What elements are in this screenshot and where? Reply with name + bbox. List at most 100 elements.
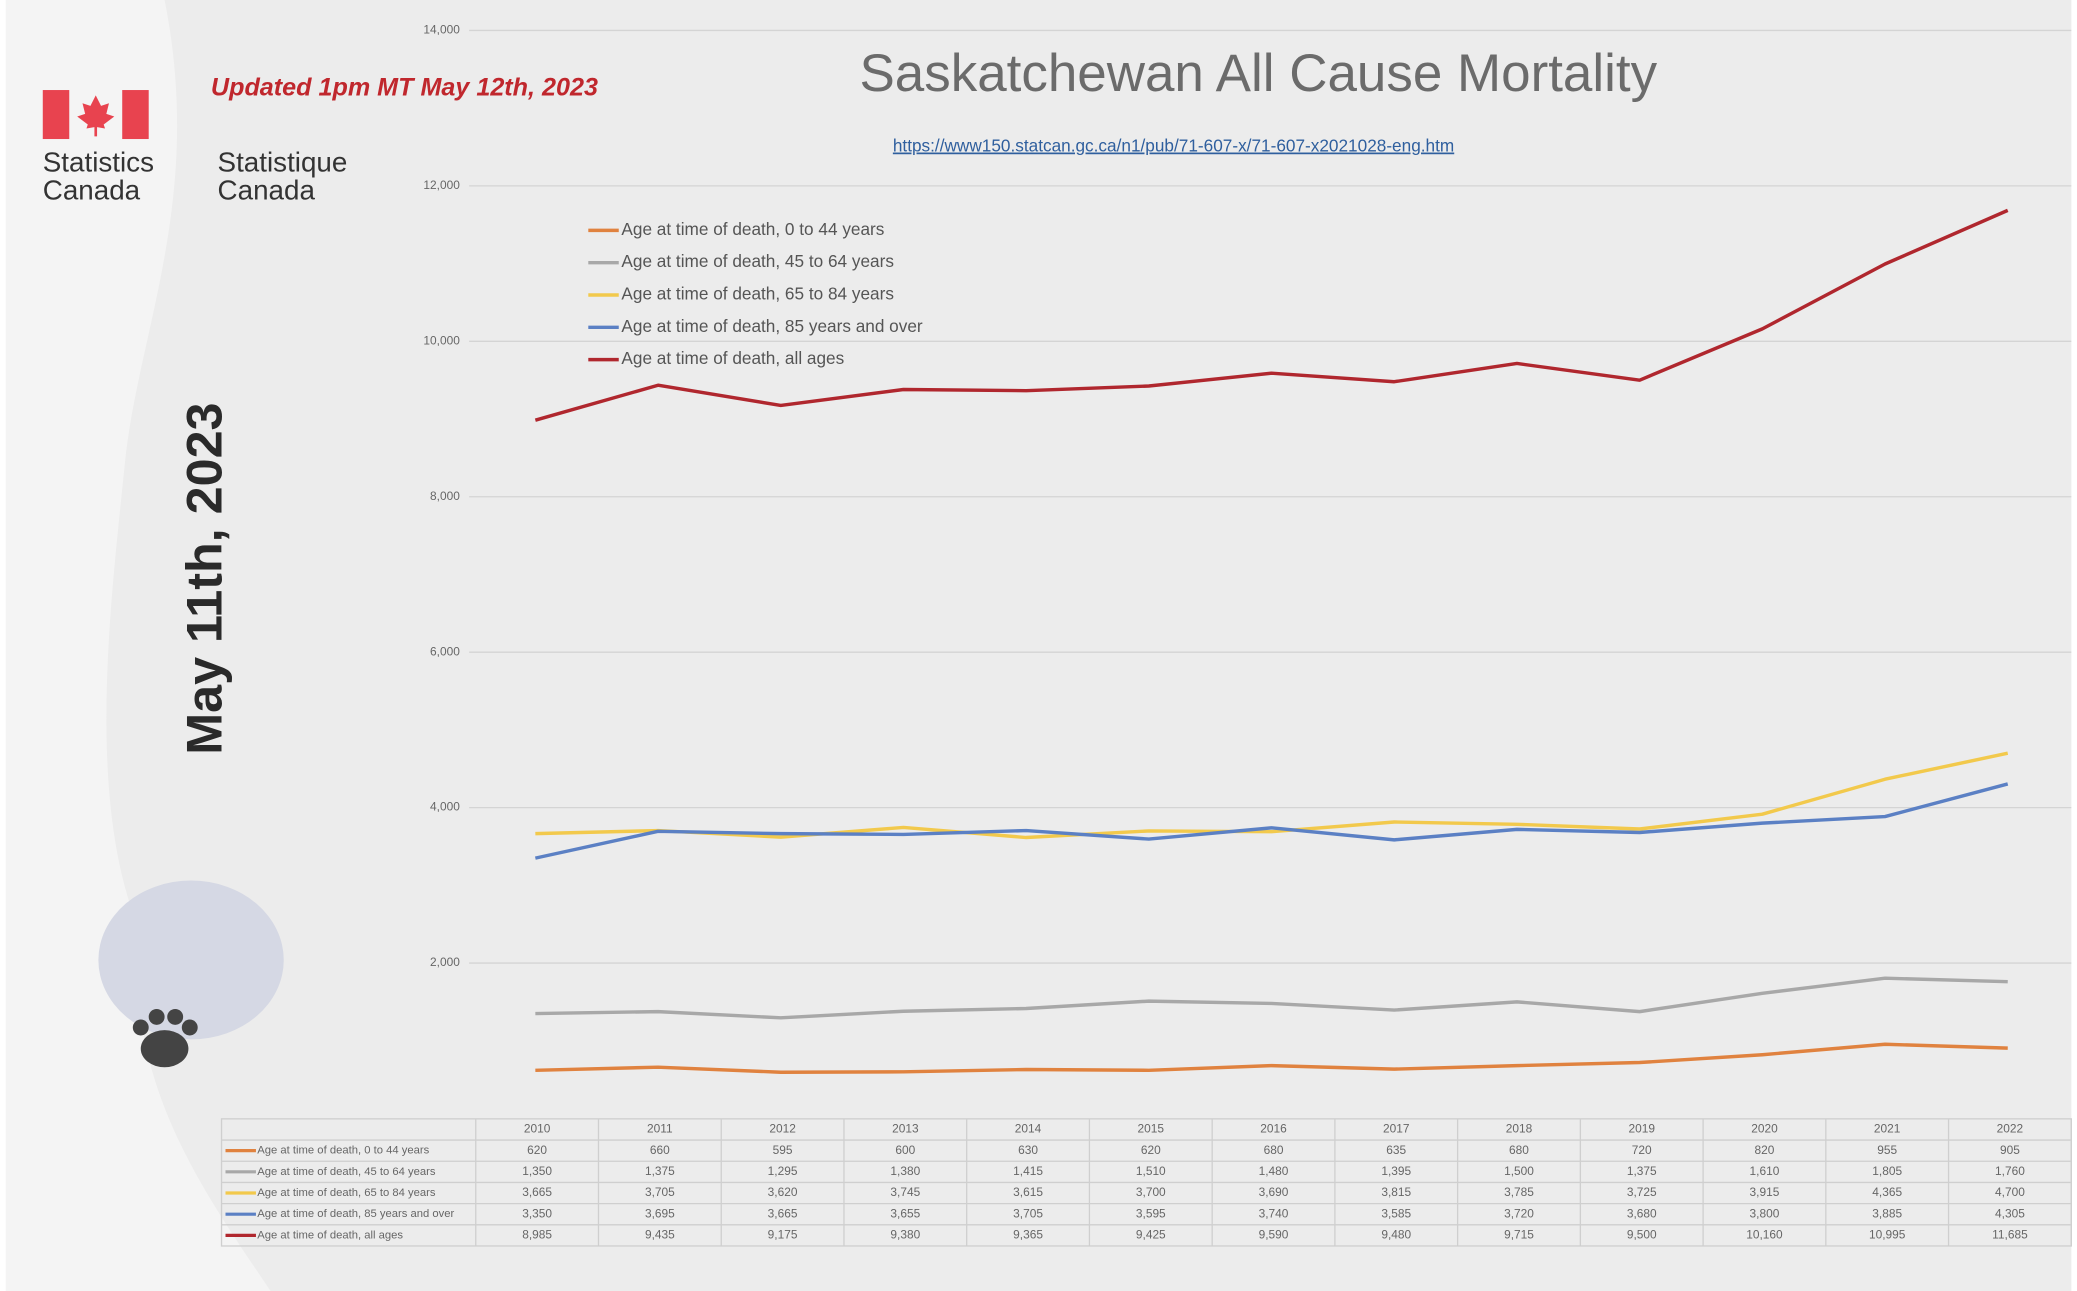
table-value: 3,620 bbox=[768, 1185, 798, 1199]
table-series-label: Age at time of death, all ages bbox=[257, 1229, 403, 1241]
table-value: 4,365 bbox=[1872, 1185, 1902, 1199]
table-value: 9,500 bbox=[1627, 1228, 1657, 1242]
legend-label: Age at time of death, 45 to 64 years bbox=[621, 251, 894, 271]
table-value: 1,395 bbox=[1381, 1164, 1411, 1178]
table-value: 3,885 bbox=[1872, 1206, 1902, 1220]
table-value: 1,415 bbox=[1013, 1164, 1043, 1178]
table-value: 3,745 bbox=[890, 1185, 920, 1199]
table-value: 620 bbox=[1141, 1143, 1161, 1157]
table-value: 1,375 bbox=[645, 1164, 675, 1178]
table-value: 1,480 bbox=[1259, 1164, 1289, 1178]
chart: Statistics Canada Statistique Canada Upd… bbox=[0, 0, 2077, 1291]
table-value: 905 bbox=[2000, 1143, 2020, 1157]
legend-label: Age at time of death, all ages bbox=[621, 348, 844, 368]
table-value: 3,350 bbox=[522, 1206, 552, 1220]
table-value: 680 bbox=[1264, 1143, 1284, 1157]
table-series-label: Age at time of death, 85 years and over bbox=[257, 1208, 454, 1220]
table-value: 9,480 bbox=[1381, 1228, 1411, 1242]
table-value: 720 bbox=[1632, 1143, 1652, 1157]
table-value: 1,375 bbox=[1627, 1164, 1657, 1178]
table-year: 2012 bbox=[769, 1122, 796, 1136]
table-value: 4,305 bbox=[1995, 1206, 2025, 1220]
org-en-line1: Statistics bbox=[43, 147, 154, 178]
table-year: 2019 bbox=[1628, 1122, 1655, 1136]
table-value: 4,700 bbox=[1995, 1185, 2025, 1199]
table-year: 2015 bbox=[1138, 1122, 1165, 1136]
table-value: 3,915 bbox=[1750, 1185, 1780, 1199]
logo bbox=[43, 90, 149, 139]
table-value: 1,500 bbox=[1504, 1164, 1534, 1178]
table-value: 595 bbox=[773, 1143, 793, 1157]
y-tick-label: 8,000 bbox=[430, 489, 460, 503]
table-value: 1,350 bbox=[522, 1164, 552, 1178]
table-value: 630 bbox=[1018, 1143, 1038, 1157]
table-value: 3,815 bbox=[1381, 1185, 1411, 1199]
table-value: 9,590 bbox=[1259, 1228, 1289, 1242]
table-value: 1,510 bbox=[1136, 1164, 1166, 1178]
table-year: 2014 bbox=[1015, 1122, 1042, 1136]
table-value: 3,595 bbox=[1136, 1206, 1166, 1220]
table-series-label: Age at time of death, 45 to 64 years bbox=[257, 1166, 436, 1178]
table-value: 3,585 bbox=[1381, 1206, 1411, 1220]
date-label: May 11th, 2023 bbox=[176, 402, 233, 754]
y-tick-label: 14,000 bbox=[423, 23, 460, 37]
table-value: 3,800 bbox=[1750, 1206, 1780, 1220]
table-value: 660 bbox=[650, 1143, 670, 1157]
table-value: 3,785 bbox=[1504, 1185, 1534, 1199]
org-en-line2: Canada bbox=[43, 174, 141, 205]
table-year: 2020 bbox=[1751, 1122, 1778, 1136]
table-value: 3,720 bbox=[1504, 1206, 1534, 1220]
legend-label: Age at time of death, 65 to 84 years bbox=[621, 284, 894, 304]
table-value: 3,705 bbox=[1013, 1206, 1043, 1220]
table-year: 2017 bbox=[1383, 1122, 1410, 1136]
table-value: 635 bbox=[1386, 1143, 1406, 1157]
table-value: 3,655 bbox=[890, 1206, 920, 1220]
table-value: 680 bbox=[1509, 1143, 1529, 1157]
table-value: 600 bbox=[895, 1143, 915, 1157]
y-tick-label: 4,000 bbox=[430, 800, 460, 814]
table-year: 2022 bbox=[1997, 1122, 2024, 1136]
page: {"header": {"updated": "Updated 1pm MT M… bbox=[0, 0, 2077, 1291]
y-tick-label: 6,000 bbox=[430, 644, 460, 658]
org-fr-line1: Statistique bbox=[218, 147, 348, 178]
table-year: 2011 bbox=[647, 1122, 673, 1136]
table-value: 1,295 bbox=[768, 1164, 798, 1178]
y-tick-label: 10,000 bbox=[423, 333, 460, 347]
org-fr-line2: Canada bbox=[218, 174, 316, 205]
table-value: 3,740 bbox=[1259, 1206, 1289, 1220]
table-value: 3,700 bbox=[1136, 1185, 1166, 1199]
table-value: 1,805 bbox=[1872, 1164, 1902, 1178]
table-value: 9,365 bbox=[1013, 1228, 1043, 1242]
table-value: 10,995 bbox=[1869, 1228, 1906, 1242]
table-year: 2021 bbox=[1874, 1122, 1901, 1136]
y-tick-label: 12,000 bbox=[423, 178, 460, 192]
updated-note: Updated 1pm MT May 12th, 2023 bbox=[211, 73, 598, 101]
table-value: 820 bbox=[1755, 1143, 1775, 1157]
background-art bbox=[106, 0, 2071, 1291]
table-value: 9,715 bbox=[1504, 1228, 1534, 1242]
legend-label: Age at time of death, 85 years and over bbox=[621, 316, 923, 336]
table-value: 3,680 bbox=[1627, 1206, 1657, 1220]
table-value: 3,695 bbox=[645, 1206, 675, 1220]
table-year: 2018 bbox=[1506, 1122, 1533, 1136]
table-value: 620 bbox=[527, 1143, 547, 1157]
legend-label: Age at time of death, 0 to 44 years bbox=[621, 219, 884, 239]
table-value: 3,705 bbox=[645, 1185, 675, 1199]
table-value: 1,610 bbox=[1750, 1164, 1780, 1178]
table-year: 2010 bbox=[524, 1122, 551, 1136]
table-value: 1,380 bbox=[890, 1164, 920, 1178]
table-value: 11,685 bbox=[1992, 1228, 2028, 1242]
table-series-label: Age at time of death, 65 to 84 years bbox=[257, 1187, 436, 1199]
table-value: 9,425 bbox=[1136, 1228, 1166, 1242]
source-url[interactable]: https://www150.statcan.gc.ca/n1/pub/71-6… bbox=[893, 136, 1454, 156]
table-value: 9,435 bbox=[645, 1228, 675, 1242]
table-value: 9,175 bbox=[768, 1228, 798, 1242]
table-value: 1,760 bbox=[1995, 1164, 2025, 1178]
table-value: 10,160 bbox=[1746, 1228, 1783, 1242]
table-value: 3,725 bbox=[1627, 1185, 1657, 1199]
table-series-label: Age at time of death, 0 to 44 years bbox=[257, 1145, 429, 1157]
table-year: 2016 bbox=[1260, 1122, 1287, 1136]
table-value: 9,380 bbox=[890, 1228, 920, 1242]
chart-title: Saskatchewan All Cause Mortality bbox=[859, 44, 1657, 103]
table-value: 8,985 bbox=[522, 1228, 552, 1242]
